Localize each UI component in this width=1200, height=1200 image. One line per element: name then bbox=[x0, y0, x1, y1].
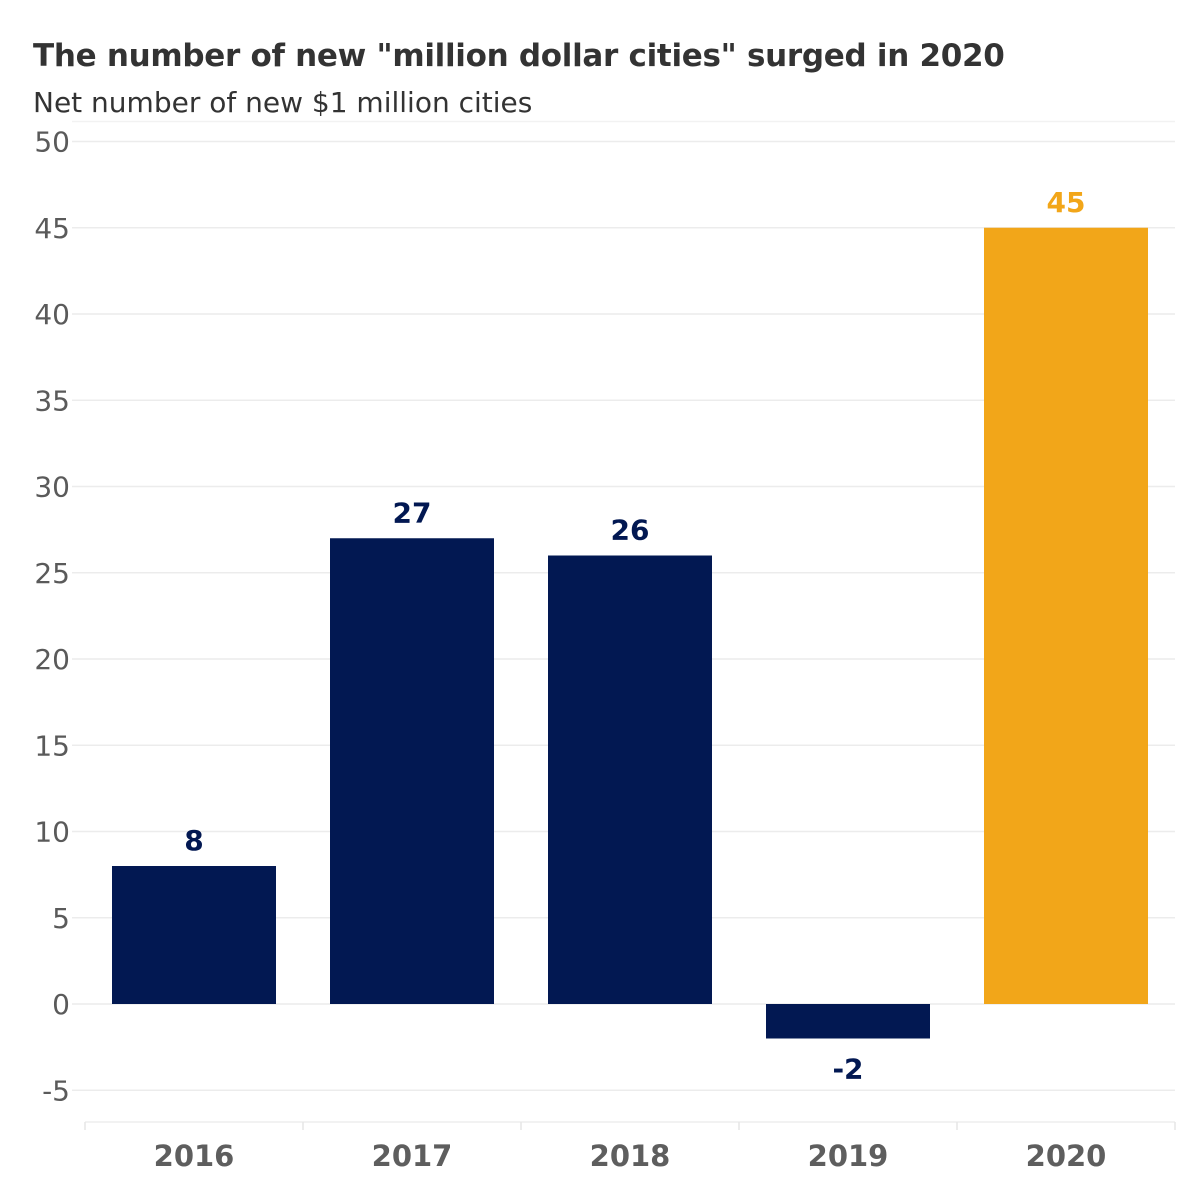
data-label-2017: 27 bbox=[393, 496, 432, 529]
y-tick-label: 15 bbox=[34, 729, 70, 762]
x-tick-label-2016: 2016 bbox=[154, 1139, 235, 1173]
chart-subtitle: Net number of new $1 million cities bbox=[33, 86, 533, 119]
data-label-2020: 45 bbox=[1047, 186, 1086, 219]
y-axis: -5 0 5 10 15 20 25 30 35 40 45 50 bbox=[34, 126, 70, 1108]
x-tick-label-2018: 2018 bbox=[590, 1139, 671, 1173]
y-tick-label: 40 bbox=[34, 298, 70, 331]
bar-2016 bbox=[112, 866, 276, 1004]
data-label-2018: 26 bbox=[611, 514, 650, 547]
y-tick-label: 10 bbox=[34, 816, 70, 849]
y-tick-label: 25 bbox=[34, 557, 70, 590]
data-label-2019: -2 bbox=[832, 1053, 863, 1086]
bar-2018 bbox=[548, 555, 712, 1004]
bar-2017 bbox=[330, 538, 494, 1004]
chart-title: The number of new "million dollar cities… bbox=[33, 38, 1005, 74]
x-axis: 2016 2017 2018 2019 2020 bbox=[84, 1121, 1176, 1173]
bar-2019 bbox=[766, 1004, 930, 1039]
y-tick-label: 5 bbox=[52, 902, 70, 935]
y-tick-label: 45 bbox=[34, 212, 70, 245]
y-tick-label: 0 bbox=[52, 988, 70, 1021]
y-tick-label: 35 bbox=[34, 384, 70, 417]
x-tick-label-2019: 2019 bbox=[808, 1139, 889, 1173]
data-labels: 8 27 26 -2 45 bbox=[184, 186, 1085, 1086]
bars bbox=[112, 227, 1148, 1039]
y-tick-label: 50 bbox=[34, 126, 70, 159]
y-tick-label: -5 bbox=[42, 1074, 70, 1107]
y-tick-label: 20 bbox=[34, 643, 70, 676]
data-label-2016: 8 bbox=[184, 824, 203, 857]
y-tick-label: 30 bbox=[34, 471, 70, 504]
x-tick-label-2017: 2017 bbox=[372, 1139, 453, 1173]
x-tick-label-2020: 2020 bbox=[1026, 1139, 1107, 1173]
bar-2020 bbox=[984, 227, 1148, 1004]
